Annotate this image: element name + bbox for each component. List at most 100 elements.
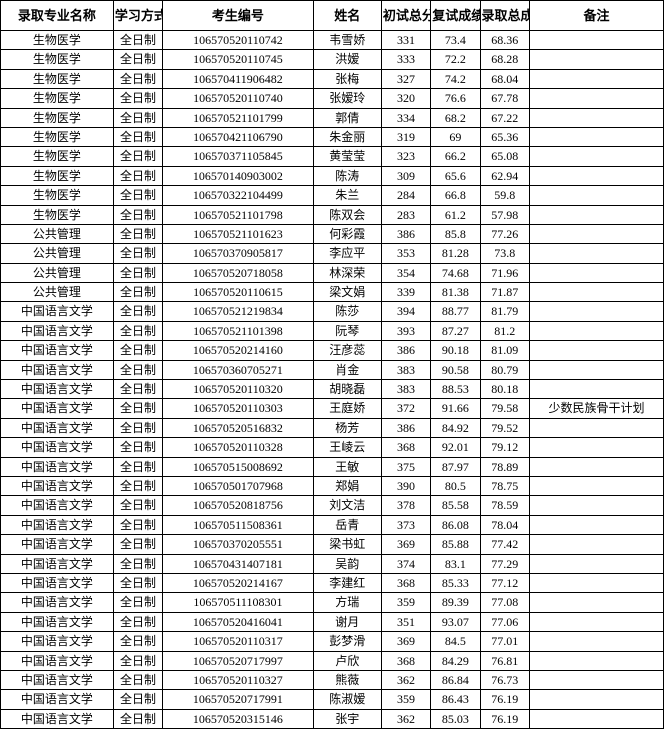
table-cell: 刘文洁 xyxy=(313,496,381,515)
table-cell: 78.04 xyxy=(480,515,529,534)
header-row: 录取专业名称 学习方式 考生编号 姓名 初试总分 复试成绩 录取总成绩 备注 xyxy=(1,1,664,31)
table-cell: 77.01 xyxy=(480,632,529,651)
table-row: 中国语言文学全日制106570431407181吴韵37483.177.29 xyxy=(1,554,664,573)
table-cell xyxy=(529,438,663,457)
table-cell: 全日制 xyxy=(113,670,162,689)
table-cell: 全日制 xyxy=(113,127,162,146)
table-cell: 78.75 xyxy=(480,476,529,495)
table-cell: 76.81 xyxy=(480,651,529,670)
table-cell xyxy=(529,496,663,515)
table-cell: 全日制 xyxy=(113,399,162,418)
table-cell xyxy=(529,573,663,592)
table-cell: 106570521101623 xyxy=(163,224,313,243)
table-cell xyxy=(529,321,663,340)
table-row: 生物医学全日制106570421106790朱金丽3196965.36 xyxy=(1,127,664,146)
table-cell: 106570421106790 xyxy=(163,127,313,146)
table-cell: 106570520110615 xyxy=(163,283,313,302)
table-cell: 106570520718058 xyxy=(163,263,313,282)
table-cell: 90.18 xyxy=(431,341,480,360)
table-cell: 106570360705271 xyxy=(163,360,313,379)
table-row: 中国语言文学全日制106570521219834陈莎39488.7781.79 xyxy=(1,302,664,321)
table-cell: 85.03 xyxy=(431,709,480,728)
table-cell: 77.29 xyxy=(480,554,529,573)
table-cell: 全日制 xyxy=(113,476,162,495)
table-cell: 79.12 xyxy=(480,438,529,457)
table-cell: 369 xyxy=(381,535,430,554)
table-cell: 全日制 xyxy=(113,360,162,379)
table-cell: 吴韵 xyxy=(313,554,381,573)
table-cell: 中国语言文学 xyxy=(1,341,114,360)
header-score3: 录取总成绩 xyxy=(480,1,529,31)
table-cell: 林深荣 xyxy=(313,263,381,282)
table-cell: 全日制 xyxy=(113,593,162,612)
table-cell: 81.28 xyxy=(431,244,480,263)
table-cell: 全日制 xyxy=(113,69,162,88)
table-cell: 106570520717991 xyxy=(163,690,313,709)
table-cell: 中国语言文学 xyxy=(1,632,114,651)
table-cell: 393 xyxy=(381,321,430,340)
table-row: 中国语言文学全日制106570520110327熊薇36286.8476.73 xyxy=(1,670,664,689)
table-cell: 283 xyxy=(381,205,430,224)
table-cell: 372 xyxy=(381,399,430,418)
table-cell: 88.53 xyxy=(431,380,480,399)
table-cell: 93.07 xyxy=(431,612,480,631)
table-cell xyxy=(529,341,663,360)
table-cell: 李应平 xyxy=(313,244,381,263)
table-cell xyxy=(529,476,663,495)
table-cell: 383 xyxy=(381,380,430,399)
table-cell: 74.68 xyxy=(431,263,480,282)
table-row: 中国语言文学全日制106570511508361岳青37386.0878.04 xyxy=(1,515,664,534)
table-cell xyxy=(529,50,663,69)
table-cell: 生物医学 xyxy=(1,108,114,127)
table-row: 生物医学全日制106570411906482张梅32774.268.04 xyxy=(1,69,664,88)
table-cell xyxy=(529,709,663,728)
table-cell: 中国语言文学 xyxy=(1,535,114,554)
table-cell xyxy=(529,69,663,88)
table-cell: 全日制 xyxy=(113,457,162,476)
table-cell: 89.39 xyxy=(431,593,480,612)
table-cell: 张宇 xyxy=(313,709,381,728)
table-cell: 85.58 xyxy=(431,496,480,515)
table-cell: 中国语言文学 xyxy=(1,496,114,515)
table-cell: 全日制 xyxy=(113,341,162,360)
table-cell: 81.79 xyxy=(480,302,529,321)
table-cell: 陈涛 xyxy=(313,166,381,185)
table-cell xyxy=(529,515,663,534)
table-cell: 朱兰 xyxy=(313,186,381,205)
table-cell: 87.27 xyxy=(431,321,480,340)
table-cell: 81.2 xyxy=(480,321,529,340)
table-cell: 354 xyxy=(381,263,430,282)
table-cell: 106570521219834 xyxy=(163,302,313,321)
table-cell: 57.98 xyxy=(480,205,529,224)
table-cell: 362 xyxy=(381,670,430,689)
table-cell: 卢欣 xyxy=(313,651,381,670)
table-cell: 中国语言文学 xyxy=(1,554,114,573)
table-row: 中国语言文学全日制106570520516832杨芳38684.9279.52 xyxy=(1,418,664,437)
header-score1: 初试总分 xyxy=(381,1,430,31)
table-cell: 梁文娟 xyxy=(313,283,381,302)
table-cell: 106570520110317 xyxy=(163,632,313,651)
table-cell: 中国语言文学 xyxy=(1,476,114,495)
table-cell: 全日制 xyxy=(113,418,162,437)
table-cell: 何彩霞 xyxy=(313,224,381,243)
table-cell: 106570520516832 xyxy=(163,418,313,437)
table-cell: 全日制 xyxy=(113,50,162,69)
table-cell xyxy=(529,205,663,224)
table-cell: 106570520110328 xyxy=(163,438,313,457)
header-major: 录取专业名称 xyxy=(1,1,114,31)
table-cell: 81.38 xyxy=(431,283,480,302)
table-cell: 生物医学 xyxy=(1,127,114,146)
table-cell: 378 xyxy=(381,496,430,515)
table-cell xyxy=(529,593,663,612)
table-cell: 王庭娇 xyxy=(313,399,381,418)
table-cell: 方瑞 xyxy=(313,593,381,612)
header-score2: 复试成绩 xyxy=(431,1,480,31)
table-cell xyxy=(529,89,663,108)
table-cell xyxy=(529,31,663,50)
table-cell: 71.87 xyxy=(480,283,529,302)
table-cell: 李建红 xyxy=(313,573,381,592)
table-cell: 中国语言文学 xyxy=(1,593,114,612)
header-name: 姓名 xyxy=(313,1,381,31)
table-cell: 59.8 xyxy=(480,186,529,205)
table-row: 中国语言文学全日制106570521101398阮琴39387.2781.2 xyxy=(1,321,664,340)
